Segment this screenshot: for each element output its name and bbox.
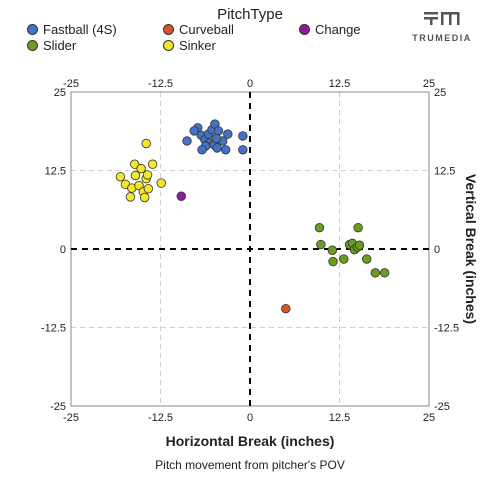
y-axis-title: Vertical Break (inches) xyxy=(463,174,479,324)
y-tick-label-right: -25 xyxy=(434,401,450,413)
y-tick-label-left: -25 xyxy=(50,401,66,413)
point-fastball-4s xyxy=(189,126,199,136)
x-tick-label-bottom: 0 xyxy=(247,412,253,424)
point-slider xyxy=(379,268,390,278)
point-fastball-4s xyxy=(223,129,233,139)
point-sinker xyxy=(156,178,166,188)
y-tick-label-right: 12.5 xyxy=(434,166,455,178)
point-sinker xyxy=(147,159,158,169)
chart-axes xyxy=(70,91,430,407)
y-tick-label-right: 25 xyxy=(434,87,446,99)
legend-label-slider: Slider xyxy=(43,38,77,53)
legend-dot-curveball xyxy=(163,24,174,35)
point-sinker xyxy=(140,192,150,203)
legend-dot-change xyxy=(299,24,310,35)
point-fastball-4s xyxy=(211,133,222,144)
x-tick-label-top: 0 xyxy=(247,78,253,90)
y-tick-label-left: 25 xyxy=(54,87,66,99)
point-slider xyxy=(339,254,349,264)
x-axis-title: Horizontal Break (inches) xyxy=(166,433,335,449)
point-fastball-4s xyxy=(220,145,231,155)
point-fastball-4s xyxy=(197,145,207,155)
y-tick-label-right: 0 xyxy=(434,244,440,256)
legend-item-sinker[interactable]: Sinker xyxy=(163,38,216,53)
brand-name: TRUMEDIA xyxy=(412,33,472,43)
point-slider xyxy=(316,239,326,250)
point-fastball-4s xyxy=(238,131,248,141)
x-tick-label-bottom: -12.5 xyxy=(148,412,173,424)
point-sinker xyxy=(141,138,151,149)
legend-item-curveball[interactable]: Curveball xyxy=(163,22,234,37)
point-sinker xyxy=(130,170,141,181)
chart-points xyxy=(115,119,390,314)
point-sinker xyxy=(142,170,153,180)
point-slider xyxy=(353,222,363,233)
legend-label-change: Change xyxy=(315,22,361,37)
legend-item-slider[interactable]: Slider xyxy=(27,38,76,53)
x-tick-label-top: -12.5 xyxy=(148,78,173,90)
point-slider xyxy=(327,245,338,255)
point-fastball-4s xyxy=(238,145,248,155)
x-tick-label-bottom: 25 xyxy=(423,412,435,424)
point-slider xyxy=(354,240,365,250)
legend-item-change[interactable]: Change xyxy=(299,22,361,37)
point-fastball-4s xyxy=(212,143,222,153)
brand-logo: TRUMEDIA xyxy=(402,10,482,43)
y-tick-label-left: -12.5 xyxy=(41,323,66,335)
y-tick-label-right: -12.5 xyxy=(434,323,459,335)
trumedia-logo-icon xyxy=(424,12,460,25)
chart-caption: Pitch movement from pitcher's POV xyxy=(155,458,345,472)
legend-label-fastball: Fastball (4S) xyxy=(43,22,117,37)
legend-dot-fastball xyxy=(27,24,38,35)
x-tick-label-bottom: -25 xyxy=(63,412,79,424)
point-slider xyxy=(328,256,338,267)
x-tick-label-bottom: 12.5 xyxy=(329,412,350,424)
x-tick-label-top: -25 xyxy=(63,78,79,90)
point-sinker xyxy=(136,163,146,174)
legend-title: PitchType xyxy=(217,6,283,23)
x-tick-label-top: 25 xyxy=(423,78,435,90)
point-sinker xyxy=(125,192,136,202)
point-curveball xyxy=(281,303,291,314)
x-tick-label-top: 12.5 xyxy=(329,78,350,90)
legend-label-curveball: Curveball xyxy=(179,22,234,37)
point-sinker xyxy=(115,172,126,182)
point-sinker xyxy=(130,159,140,169)
y-tick-label-left: 12.5 xyxy=(45,166,66,178)
point-slider xyxy=(370,268,381,278)
point-slider xyxy=(362,254,372,264)
point-sinker xyxy=(143,184,154,194)
point-change xyxy=(176,191,186,201)
point-fastball-4s xyxy=(182,136,192,146)
legend-label-sinker: Sinker xyxy=(179,38,216,53)
y-tick-label-left: 0 xyxy=(60,244,66,256)
legend-item-fastball[interactable]: Fastball (4S) xyxy=(27,22,117,37)
point-slider xyxy=(314,222,325,233)
legend-dot-slider xyxy=(27,40,38,51)
legend-dot-sinker xyxy=(163,40,174,51)
